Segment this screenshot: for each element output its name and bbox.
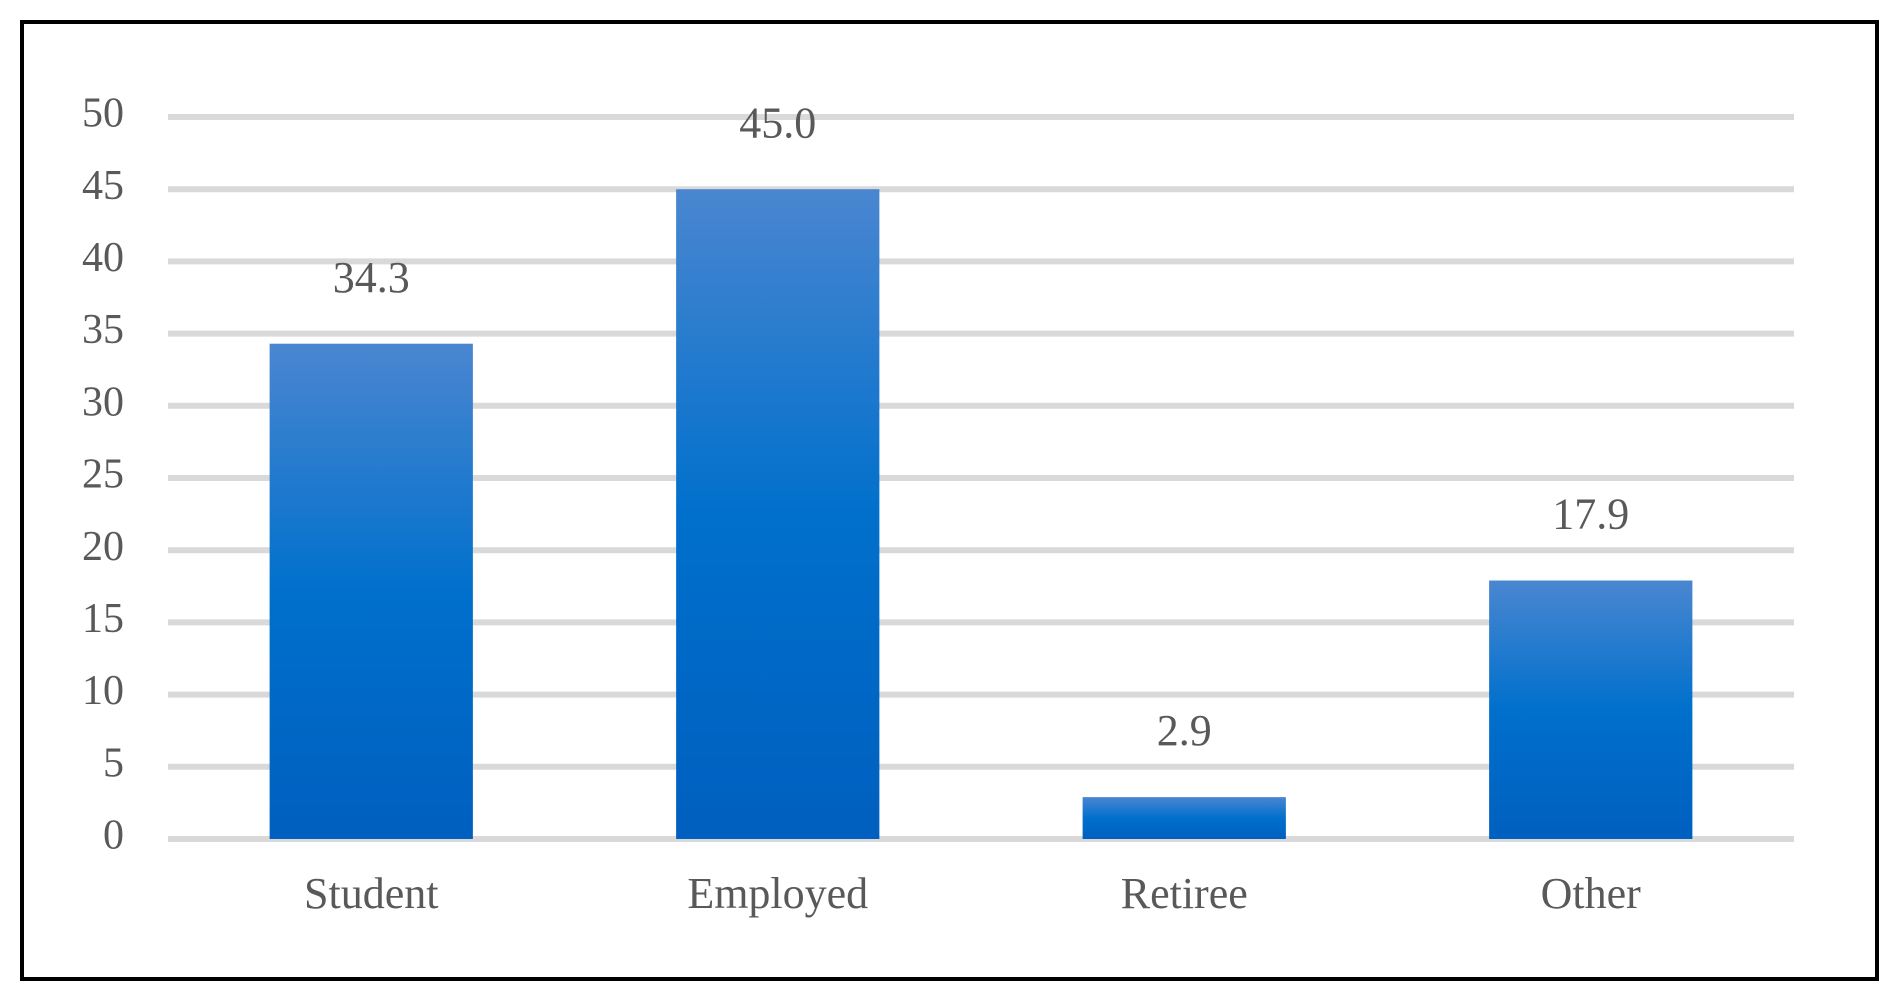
y-tick-label: 20 [82, 524, 124, 570]
bar [1082, 797, 1286, 839]
y-tick-label: 5 [103, 740, 124, 786]
y-tick-label: 30 [82, 379, 124, 425]
x-tick-label: Retiree [1121, 869, 1248, 918]
value-label: 2.9 [1157, 706, 1212, 755]
y-tick-label: 35 [82, 307, 124, 353]
value-label: 17.9 [1552, 490, 1629, 539]
bar [676, 189, 880, 839]
y-tick-label: 40 [82, 235, 124, 281]
bar [1489, 580, 1693, 839]
y-tick-label: 15 [82, 596, 124, 642]
value-label: 45.0 [739, 98, 816, 147]
y-tick-label: 50 [82, 91, 124, 137]
y-tick-label: 10 [82, 668, 124, 714]
y-tick-label: 25 [82, 452, 124, 498]
x-tick-label: Other [1541, 869, 1642, 918]
bar [269, 343, 473, 839]
x-tick-label: Student [304, 869, 438, 918]
y-tick-label: 45 [82, 163, 124, 209]
value-label: 34.3 [333, 253, 410, 302]
y-tick-label: 0 [103, 813, 124, 859]
x-tick-label: Employed [687, 869, 868, 918]
